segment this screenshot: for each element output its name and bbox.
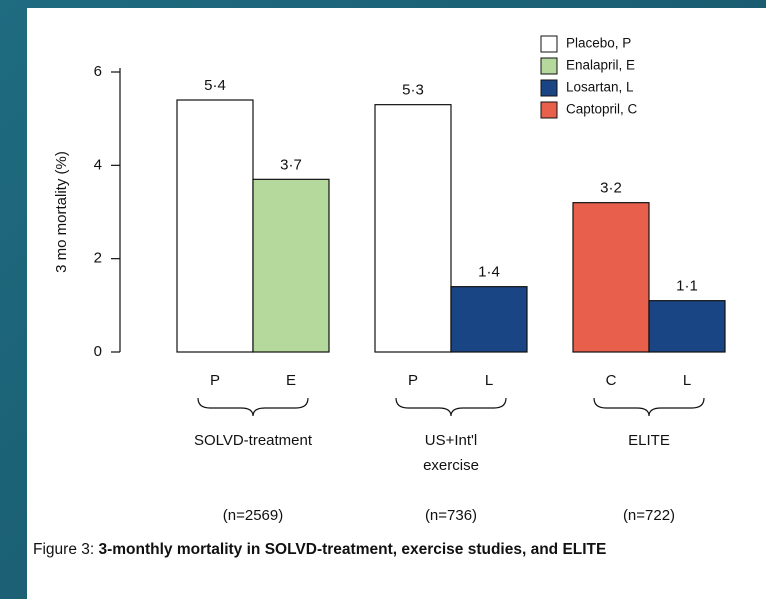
value-label: 1·4	[478, 264, 500, 281]
y-tick-label: 4	[94, 156, 102, 173]
brace	[593, 397, 705, 417]
legend-swatch	[540, 57, 558, 75]
value-label: 5·4	[204, 77, 226, 94]
y-tick-label: 6	[94, 63, 102, 80]
brace	[197, 397, 309, 417]
bar	[450, 286, 528, 353]
legend-swatch	[540, 79, 558, 97]
group-n: (n=722)	[623, 507, 675, 524]
caption: Figure 3: 3-monthly mortality in SOLVD-t…	[33, 538, 733, 562]
legend-label: Enalapril, E	[566, 58, 635, 73]
bar-code: L	[683, 372, 691, 389]
caption-text: 3-monthly mortality in SOLVD-treatment, …	[98, 541, 607, 558]
y-axis-label: 3 mo mortality (%)	[53, 151, 70, 273]
legend-label: Losartan, L	[566, 80, 634, 95]
group-label: exercise	[423, 457, 479, 474]
group-label: SOLVD-treatment	[194, 432, 313, 449]
y-tick-label: 2	[94, 250, 102, 267]
legend-swatch	[540, 101, 558, 119]
value-label: 1·1	[676, 278, 698, 295]
bar-code: L	[485, 372, 493, 389]
bar	[572, 202, 650, 353]
bar-code: P	[408, 372, 418, 389]
legend-swatch	[540, 35, 558, 53]
value-label: 5·3	[402, 82, 424, 99]
group-n: (n=2569)	[223, 507, 283, 524]
bar-code: C	[606, 372, 617, 389]
group-label: ELITE	[628, 432, 670, 449]
bar	[252, 178, 330, 353]
bar-code: P	[210, 372, 220, 389]
caption-prefix: Figure 3:	[33, 541, 95, 558]
legend-label: Captopril, C	[566, 102, 638, 117]
legend-label: Placebo, P	[566, 36, 631, 51]
bar-code: E	[286, 372, 296, 389]
value-label: 3·7	[280, 156, 302, 173]
bar	[648, 300, 726, 353]
y-tick-label: 0	[94, 343, 102, 360]
group-n: (n=736)	[425, 507, 477, 524]
bar	[176, 99, 254, 353]
group-label: US+Int'l	[425, 432, 477, 449]
bar	[374, 104, 452, 353]
brace	[395, 397, 507, 417]
value-label: 3·2	[600, 180, 622, 197]
